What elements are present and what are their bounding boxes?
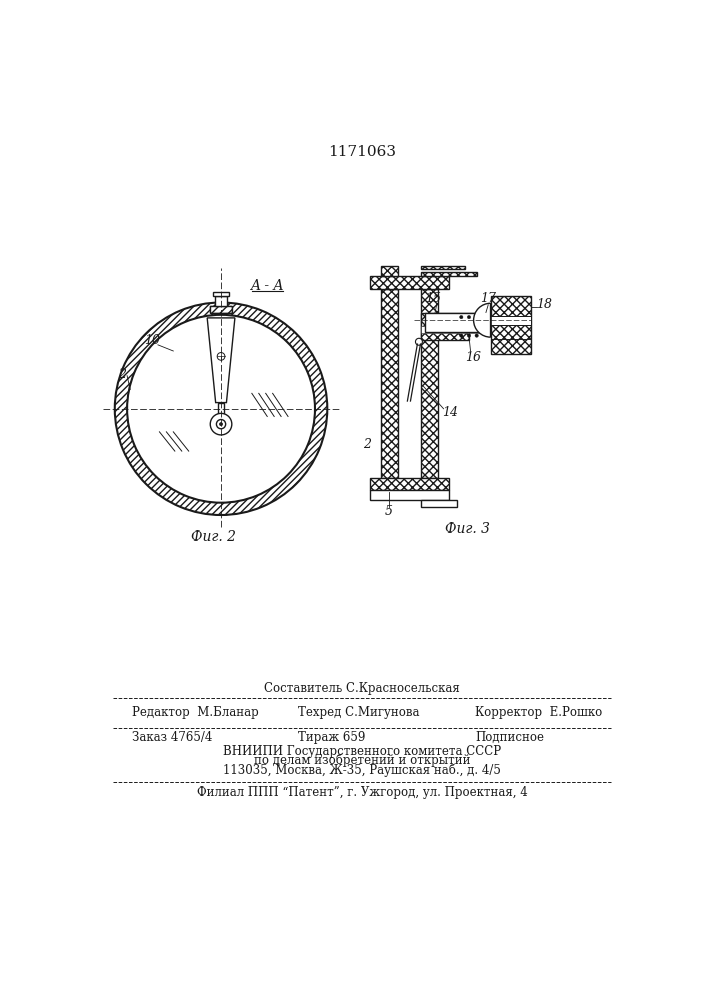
Text: 15: 15 xyxy=(425,292,440,305)
Text: 18: 18 xyxy=(537,298,552,311)
Bar xyxy=(421,272,477,276)
Wedge shape xyxy=(115,302,327,515)
Bar xyxy=(370,478,449,490)
Text: 10: 10 xyxy=(144,334,160,347)
Circle shape xyxy=(219,423,223,426)
Polygon shape xyxy=(207,318,235,403)
Bar xyxy=(421,312,484,328)
Text: 113035, Москва, Ж-35, Раушская наб., д. 4/5: 113035, Москва, Ж-35, Раушская наб., д. … xyxy=(223,763,501,777)
Text: Фиг. 3: Фиг. 3 xyxy=(445,522,491,536)
Circle shape xyxy=(460,315,463,319)
Circle shape xyxy=(475,315,479,319)
Bar xyxy=(425,312,481,332)
Text: 1171063: 1171063 xyxy=(328,145,396,159)
Text: A - A: A - A xyxy=(250,279,284,293)
Circle shape xyxy=(475,334,479,337)
Bar xyxy=(421,500,457,507)
Circle shape xyxy=(416,338,422,345)
Text: 2: 2 xyxy=(119,368,127,381)
Text: Фиг. 2: Фиг. 2 xyxy=(191,530,236,544)
Bar xyxy=(381,289,398,478)
Text: Редактор  М.Бланар: Редактор М.Бланар xyxy=(132,706,259,719)
Bar xyxy=(421,326,489,333)
Circle shape xyxy=(217,353,225,360)
Text: Подписное: Подписное xyxy=(475,731,544,744)
Circle shape xyxy=(216,420,226,429)
Text: 2: 2 xyxy=(363,438,371,451)
Text: Составитель С.Красносельская: Составитель С.Красносельская xyxy=(264,682,460,695)
Text: 14: 14 xyxy=(442,406,457,419)
Bar xyxy=(421,328,469,340)
Bar xyxy=(218,403,224,418)
Text: Корректор  Е.Рошко: Корректор Е.Рошко xyxy=(475,706,602,719)
Circle shape xyxy=(467,334,471,337)
Text: Заказ 4765/4: Заказ 4765/4 xyxy=(132,731,213,744)
Circle shape xyxy=(467,315,471,319)
Circle shape xyxy=(210,413,232,435)
Wedge shape xyxy=(474,303,491,337)
Bar xyxy=(370,490,449,500)
Bar xyxy=(210,306,232,313)
Bar xyxy=(421,266,465,269)
Text: по делам изобретений и открытий: по делам изобретений и открытий xyxy=(254,754,470,767)
Bar xyxy=(214,292,229,296)
Bar xyxy=(215,296,227,306)
Text: 17: 17 xyxy=(480,292,496,305)
Text: Техред С.Мигунова: Техред С.Мигунова xyxy=(298,706,419,719)
Bar xyxy=(210,306,232,313)
Text: 16: 16 xyxy=(464,351,481,364)
Circle shape xyxy=(460,334,463,337)
Bar xyxy=(370,276,449,289)
Bar xyxy=(381,266,398,276)
Bar xyxy=(491,296,530,354)
Text: Тираж 659: Тираж 659 xyxy=(298,731,366,744)
Text: Филиал ППП “Патент”, г. Ужгород, ул. Проектная, 4: Филиал ППП “Патент”, г. Ужгород, ул. Про… xyxy=(197,786,527,799)
Text: 5: 5 xyxy=(385,505,393,518)
Bar xyxy=(421,289,438,478)
Bar xyxy=(491,316,530,325)
Text: ВНИИПИ Государственного комитета СССР: ВНИИПИ Государственного комитета СССР xyxy=(223,745,501,758)
